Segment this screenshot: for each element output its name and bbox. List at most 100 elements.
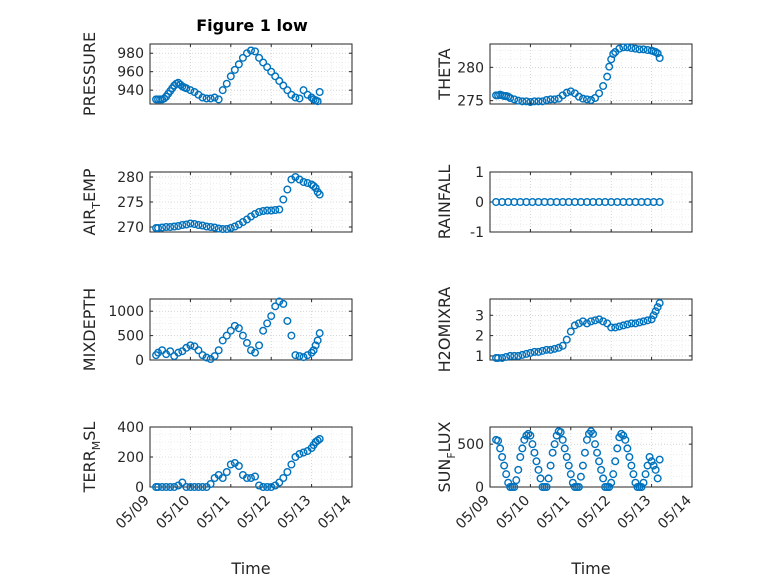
data-point (275, 205, 284, 214)
data-point (542, 483, 551, 492)
data-point (641, 470, 650, 479)
data-point (631, 319, 640, 328)
data-point (299, 86, 308, 95)
data-point (643, 316, 652, 325)
data-point (639, 317, 648, 326)
x-tick-label: 05/13 (275, 493, 315, 533)
data-point (566, 327, 575, 336)
data-point (234, 462, 243, 471)
data-point (605, 483, 614, 492)
data-point (558, 435, 567, 444)
y-tick-label: 1 (475, 349, 484, 365)
data-point (267, 312, 276, 321)
data-point (259, 58, 268, 67)
data-point (226, 326, 235, 335)
data-point (550, 440, 559, 449)
data-point (582, 319, 591, 328)
data-point (629, 470, 638, 479)
y-tick-label: 0 (475, 195, 484, 211)
data-point (607, 323, 616, 332)
data-point (234, 324, 243, 333)
data-point (574, 92, 583, 101)
data-point (595, 315, 604, 324)
x-axis-label: Time (230, 559, 270, 578)
data-point (275, 76, 284, 85)
data-point (230, 65, 239, 74)
data-point (238, 217, 247, 226)
data-point (611, 457, 620, 466)
y-tick-label: 0 (475, 480, 484, 496)
data-point (218, 474, 227, 483)
subplot-rainfall: -1 0 1 RAINFALL (435, 165, 693, 241)
data-point (162, 483, 171, 492)
data-point (514, 351, 523, 360)
data-point (653, 303, 662, 312)
y-tick-label: 400 (117, 420, 144, 436)
data-point (198, 93, 207, 102)
data-point (655, 299, 664, 308)
data-point (536, 474, 545, 483)
x-tick-label: 05/12 (574, 493, 614, 533)
data-point (295, 175, 304, 184)
data-point (611, 323, 620, 332)
data-point (653, 49, 662, 58)
data-point (514, 465, 523, 474)
data-point (174, 221, 183, 230)
data-point (182, 343, 191, 352)
data-point (309, 181, 318, 190)
y-axis-label: RAINFALL (435, 165, 454, 240)
data-point (230, 222, 239, 231)
data-point (619, 43, 628, 52)
data-point (504, 478, 513, 487)
data-point (158, 223, 167, 232)
data-point (530, 448, 539, 457)
data-point (279, 474, 288, 483)
data-point (271, 72, 280, 81)
data-point (635, 318, 644, 327)
data-point (607, 478, 616, 487)
data-point (309, 346, 318, 355)
data-point (627, 319, 636, 328)
data-point (615, 322, 624, 331)
data-point (655, 54, 664, 63)
data-point (619, 431, 628, 440)
data-point (625, 453, 634, 462)
data-point (222, 79, 231, 88)
data-point (550, 95, 559, 104)
x-tick-label: 05/13 (615, 493, 655, 533)
data-point (548, 448, 557, 457)
data-point (554, 343, 563, 352)
data-point (291, 93, 300, 102)
data-point (546, 345, 555, 354)
data-point (218, 224, 227, 233)
data-point (576, 472, 585, 481)
x-tick-label: 05/09 (113, 493, 153, 533)
data-point (186, 219, 195, 228)
y-axis-label: PRESSURE (80, 32, 99, 116)
data-point (267, 206, 276, 215)
data-point (311, 183, 320, 192)
y-tick-label: 2 (475, 329, 484, 345)
data-point (251, 209, 260, 218)
data-point (589, 429, 598, 438)
data-point (526, 348, 535, 357)
data-point (194, 483, 203, 492)
data-point (299, 353, 308, 362)
data-point (566, 87, 575, 96)
data-point (242, 338, 251, 347)
data-point (631, 478, 640, 487)
data-point (623, 444, 632, 453)
data-point (178, 220, 187, 229)
axes-box (489, 426, 693, 488)
data-point (255, 53, 264, 62)
y-tick-label: 500 (117, 329, 144, 345)
x-axis-label: Time (570, 559, 610, 578)
data-point (649, 311, 658, 320)
data-point (637, 483, 646, 492)
x-tick-label: 05/09 (453, 493, 493, 533)
data-point (655, 455, 664, 464)
data-point (544, 474, 553, 483)
data-point (578, 94, 587, 103)
data-point (570, 321, 579, 330)
data-point (647, 315, 656, 324)
